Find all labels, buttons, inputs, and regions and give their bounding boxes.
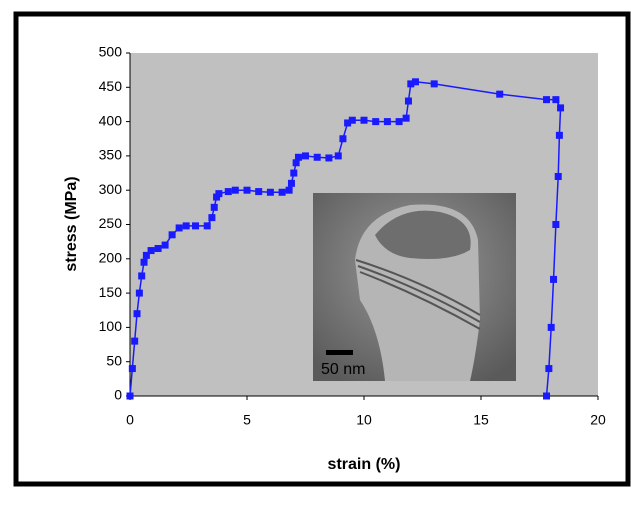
x-tick-label: 20 bbox=[590, 412, 606, 428]
data-point bbox=[407, 80, 415, 88]
data-point bbox=[285, 186, 293, 194]
x-axis-label: strain (%) bbox=[328, 456, 401, 473]
data-point bbox=[243, 186, 251, 194]
data-point bbox=[294, 153, 302, 161]
x-tick-label: 15 bbox=[473, 412, 489, 428]
data-point bbox=[224, 188, 232, 196]
data-point bbox=[547, 323, 555, 331]
data-point bbox=[430, 80, 438, 88]
data-point bbox=[402, 114, 410, 122]
inset-image: 50 nm bbox=[313, 193, 516, 381]
data-point bbox=[543, 96, 551, 104]
data-point bbox=[278, 188, 286, 196]
data-point bbox=[231, 186, 239, 194]
data-point bbox=[135, 289, 143, 297]
data-point bbox=[192, 222, 200, 230]
y-tick-label: 300 bbox=[99, 181, 123, 197]
data-point bbox=[550, 275, 558, 283]
data-point bbox=[203, 222, 211, 230]
y-tick-label: 500 bbox=[99, 44, 123, 60]
scale-bar-label: 50 nm bbox=[321, 361, 365, 378]
y-tick-label: 200 bbox=[99, 250, 123, 266]
data-point bbox=[215, 190, 223, 198]
data-point bbox=[554, 172, 562, 180]
data-point bbox=[555, 131, 563, 139]
y-tick-label: 350 bbox=[99, 147, 123, 163]
data-point bbox=[543, 392, 551, 400]
data-point bbox=[128, 365, 136, 373]
data-point bbox=[411, 78, 419, 86]
data-point bbox=[557, 104, 565, 112]
data-point bbox=[292, 159, 300, 167]
y-tick-label: 150 bbox=[99, 284, 123, 300]
data-point bbox=[147, 247, 155, 255]
data-point bbox=[287, 179, 295, 187]
data-point bbox=[325, 154, 333, 162]
y-tick-label: 50 bbox=[106, 352, 122, 368]
x-tick-label: 0 bbox=[126, 412, 134, 428]
data-point bbox=[334, 152, 342, 160]
data-point bbox=[161, 241, 169, 249]
y-tick-label: 100 bbox=[99, 318, 123, 334]
data-point bbox=[133, 310, 141, 318]
y-tick-label: 400 bbox=[99, 112, 123, 128]
data-point bbox=[372, 118, 380, 126]
data-point bbox=[552, 96, 560, 104]
data-point bbox=[154, 245, 162, 253]
data-point bbox=[140, 258, 148, 266]
data-point bbox=[496, 90, 504, 98]
data-point bbox=[126, 392, 134, 400]
data-line bbox=[129, 81, 562, 397]
y-tick-label: 0 bbox=[114, 387, 122, 403]
data-point bbox=[360, 116, 368, 124]
data-point bbox=[131, 337, 139, 345]
data-point bbox=[395, 118, 403, 126]
data-point bbox=[344, 119, 352, 127]
x-tick-label: 5 bbox=[243, 412, 251, 428]
data-point bbox=[210, 203, 218, 211]
data-point bbox=[290, 169, 298, 177]
data-point bbox=[208, 214, 216, 222]
y-axis-label: stress (MPa) bbox=[63, 176, 80, 271]
data-point bbox=[266, 188, 274, 196]
data-point bbox=[545, 365, 553, 373]
data-point bbox=[339, 135, 347, 143]
data-point bbox=[175, 224, 183, 232]
data-point bbox=[255, 188, 263, 196]
data-point bbox=[182, 222, 190, 230]
data-point bbox=[302, 152, 309, 160]
data-point bbox=[168, 231, 176, 239]
data-point bbox=[313, 153, 321, 161]
data-point bbox=[138, 272, 146, 280]
data-point bbox=[348, 116, 356, 124]
data-point bbox=[404, 97, 412, 105]
y-tick-label: 450 bbox=[99, 78, 123, 94]
x-tick-label: 10 bbox=[356, 412, 372, 428]
data-point bbox=[142, 251, 150, 259]
y-tick-label: 250 bbox=[99, 215, 123, 231]
data-point bbox=[552, 221, 560, 228]
data-point bbox=[383, 118, 391, 126]
